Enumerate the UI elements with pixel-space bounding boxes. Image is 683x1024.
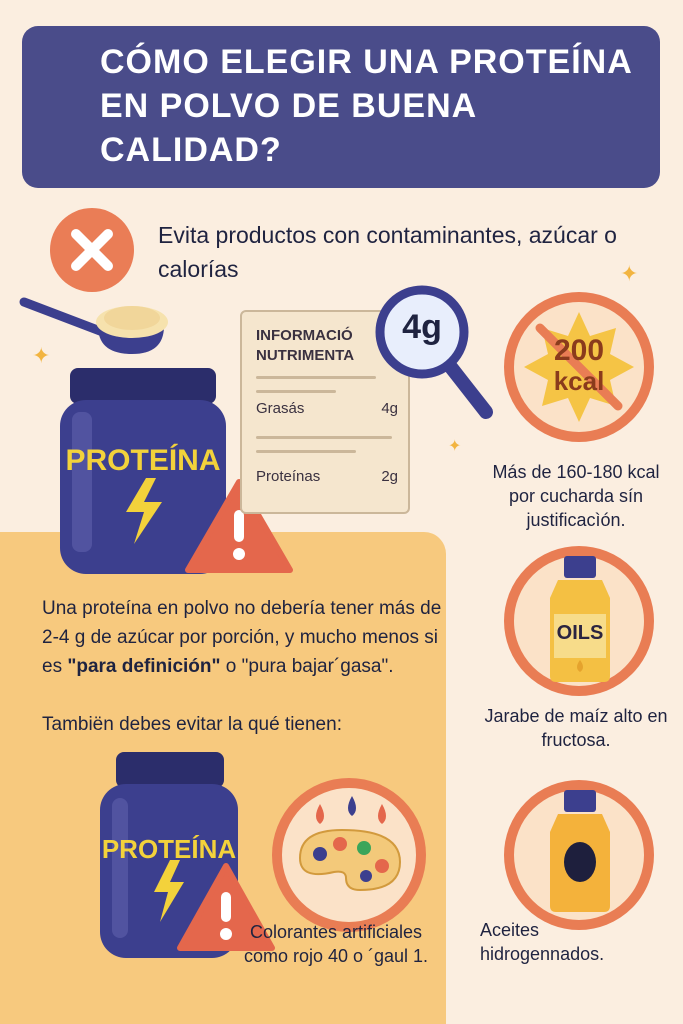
oil-bottle-icon xyxy=(550,556,610,682)
oils-caption: Aceites hidrogennados. xyxy=(480,920,605,964)
jar-label-wrap: PROTEÍNA xyxy=(48,444,238,478)
divider xyxy=(256,450,356,453)
sparkle-icon: ✦ xyxy=(448,436,462,455)
body-paragraph: Una proteína en polvo no debería tener m… xyxy=(42,594,442,681)
nutrition-label: INFORMACIÓ NUTRIMENTA Grasás 4g Proteína… xyxy=(240,310,410,514)
protein-jar-label: PROTEÍNA xyxy=(65,444,221,477)
nutrition-title: INFORMACIÓ NUTRIMENTA xyxy=(256,327,355,364)
body-connector: o xyxy=(220,656,242,677)
calorie-badge: 200 kcal xyxy=(504,334,654,397)
syrup-caption: Jarabe de maíz alto en fructosa. xyxy=(484,706,668,750)
title-banner xyxy=(22,26,660,188)
calorie-badge-value: 200 xyxy=(553,334,605,367)
nutrition-row-name: Grasás xyxy=(256,400,305,417)
body-quote-1: "para definición" xyxy=(67,656,221,677)
nutrition-row: Grasás 4g xyxy=(256,400,398,417)
bottle-icon xyxy=(550,790,610,912)
nutrition-row-name: Proteínas xyxy=(256,468,321,485)
nutrition-row: Proteínas 2g xyxy=(256,468,398,485)
jar-label-wrap-bottom: PROTEÍNA xyxy=(94,834,244,865)
warning-icon xyxy=(185,479,293,573)
sparkle-icon: ✦ xyxy=(620,262,639,287)
calorie-badge-unit: kcal xyxy=(553,366,605,396)
page-title: CÓMO ELEGIR UNA PROTEÍNA EN POLVO DE BUE… xyxy=(100,43,632,169)
divider xyxy=(256,436,392,439)
nutrition-row-value: 2g xyxy=(381,468,398,485)
protein-jar-label: PROTEÍNA xyxy=(101,834,237,864)
magnifier-value: 4g xyxy=(402,308,442,346)
x-badge-icon xyxy=(50,208,134,292)
magnifier-icon xyxy=(375,285,493,419)
colorants-caption: Colorantes artificiales como rojo 40 o ´… xyxy=(243,922,429,966)
protein-jar-icon xyxy=(60,368,226,574)
paint-palette-icon xyxy=(298,796,402,892)
nutrition-row-value: 4g xyxy=(381,400,398,417)
warning-icon xyxy=(177,863,275,951)
scoop-icon xyxy=(19,297,168,354)
starburst-icon xyxy=(524,312,634,422)
body-line-1: Una proteína en polvo no debería tener m… xyxy=(42,598,442,677)
sparkle-icon: ✦ xyxy=(32,344,51,369)
body-quote-2: "pura bajar´gasa". xyxy=(241,656,394,677)
divider xyxy=(256,390,336,393)
body-line-2: Tambiën debes evitar la qué tienen: xyxy=(42,714,342,735)
calories-caption: Más de 160-180 kcal por cucharda sín jus… xyxy=(492,462,660,530)
oils-label: OILS xyxy=(556,622,604,644)
divider xyxy=(256,376,376,379)
avoid-heading: Evita productos con contaminantes, azúca… xyxy=(158,222,617,282)
